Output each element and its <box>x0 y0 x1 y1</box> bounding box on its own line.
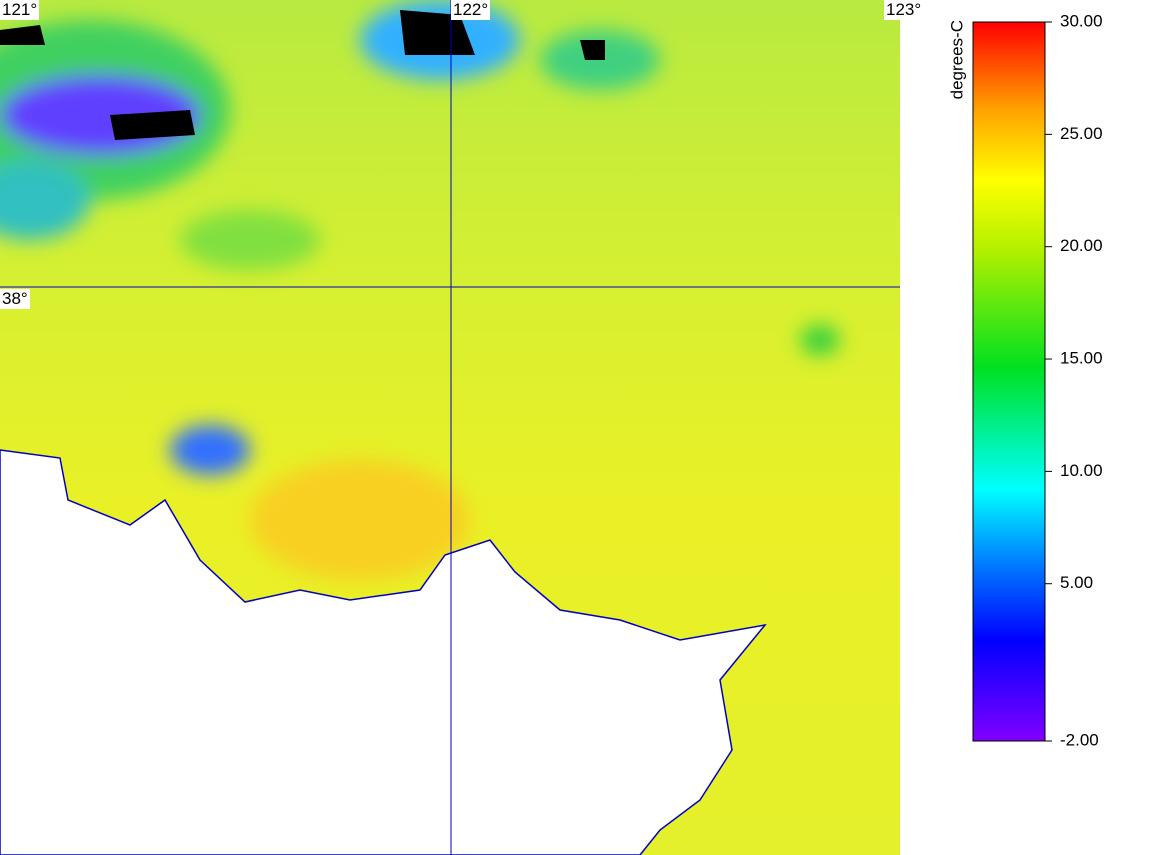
lon-label: 121° <box>0 0 40 20</box>
colorbar-ticks: 30.00 25.00 20.00 15.00 10.00 5.00 -2.00 <box>1045 11 1103 749</box>
colorbar <box>972 21 1046 742</box>
tick-label: 5.00 <box>1060 573 1093 592</box>
tick-label: -2.00 <box>1060 730 1099 749</box>
tick-label: 15.00 <box>1060 349 1103 368</box>
colorbar-title: degrees-C <box>947 20 966 99</box>
tick-label: 10.00 <box>1060 461 1103 480</box>
lon-label: 123° <box>884 0 924 20</box>
lat-label: 38° <box>0 289 30 309</box>
tick-label: 25.00 <box>1060 124 1103 143</box>
lon-label: 122° <box>451 0 491 20</box>
tick-label: 30.00 <box>1060 11 1103 30</box>
tick-label: 20.00 <box>1060 236 1103 255</box>
land <box>0 449 767 855</box>
